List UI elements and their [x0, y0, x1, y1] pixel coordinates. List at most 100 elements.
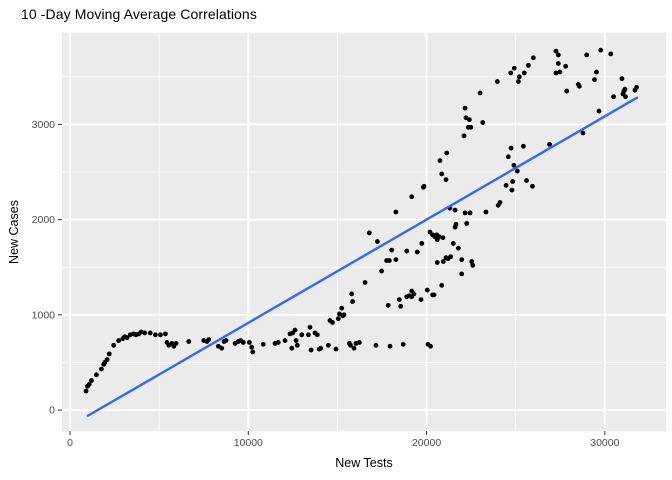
plot-panel	[62, 33, 666, 431]
data-point	[275, 340, 281, 345]
data-point	[153, 332, 158, 338]
data-point	[163, 331, 168, 337]
data-point	[260, 341, 266, 347]
data-point	[318, 345, 324, 351]
data-point	[393, 209, 399, 215]
data-point	[514, 168, 520, 174]
data-point	[547, 142, 552, 147]
data-point	[158, 332, 163, 338]
data-point	[584, 52, 590, 58]
data-point	[206, 337, 212, 342]
data-point	[462, 105, 468, 111]
data-point	[386, 258, 392, 263]
data-point	[480, 120, 486, 125]
data-point	[444, 150, 450, 156]
data-point	[608, 51, 614, 57]
data-point	[525, 62, 531, 68]
data-point	[173, 341, 179, 346]
data-point	[511, 65, 517, 71]
data-point	[466, 117, 472, 123]
data-point	[448, 254, 454, 260]
data-point	[440, 235, 446, 241]
data-point	[98, 366, 104, 372]
data-point	[459, 257, 465, 263]
data-point	[104, 357, 110, 362]
data-point	[246, 340, 252, 345]
data-point	[464, 221, 470, 226]
data-point	[467, 210, 473, 216]
data-point	[530, 55, 536, 61]
data-point	[508, 70, 514, 76]
data-point	[339, 305, 345, 311]
data-point	[509, 187, 515, 193]
data-point	[431, 292, 437, 298]
data-point	[477, 90, 483, 96]
data-point	[240, 340, 246, 345]
data-point	[510, 179, 516, 184]
data-point	[450, 241, 456, 246]
data-point	[250, 349, 256, 355]
data-point	[530, 183, 535, 189]
data-point	[557, 69, 563, 75]
data-point	[379, 268, 385, 274]
data-point	[249, 344, 255, 350]
data-point	[452, 207, 458, 213]
data-point	[314, 332, 320, 338]
data-point	[634, 84, 639, 90]
data-point	[553, 48, 559, 54]
data-point	[307, 324, 313, 330]
data-point	[443, 177, 449, 183]
data-point	[147, 330, 153, 336]
data-point	[348, 342, 353, 348]
data-point	[437, 158, 443, 163]
x-tick-label: 20000	[412, 437, 441, 449]
data-point	[516, 74, 522, 80]
data-point	[414, 249, 420, 255]
data-point	[116, 338, 122, 343]
data-point	[592, 77, 597, 83]
data-point	[350, 299, 355, 304]
data-point	[83, 388, 89, 394]
data-point	[505, 154, 511, 160]
data-point	[436, 234, 442, 240]
data-point	[623, 94, 628, 100]
data-point	[374, 239, 380, 244]
data-point	[294, 342, 300, 348]
x-axis-title: New Tests	[335, 456, 393, 470]
data-point	[455, 245, 461, 251]
data-point	[494, 79, 500, 84]
data-point	[362, 280, 368, 285]
data-point	[521, 70, 527, 76]
y-tick-label: 2000	[32, 214, 56, 226]
data-point	[611, 94, 616, 100]
data-point	[470, 262, 476, 268]
data-point	[564, 88, 570, 94]
data-point	[293, 338, 299, 343]
data-point	[308, 347, 314, 353]
data-point	[186, 339, 192, 344]
data-point	[576, 83, 582, 89]
data-point	[483, 209, 489, 215]
data-point	[333, 346, 339, 352]
data-point	[555, 52, 561, 58]
data-point	[373, 342, 379, 348]
data-point	[563, 63, 569, 69]
data-point	[439, 282, 445, 288]
data-point	[94, 372, 99, 378]
data-point	[86, 381, 92, 387]
data-point	[515, 79, 521, 84]
data-point	[503, 182, 509, 188]
data-point	[411, 291, 417, 297]
data-point	[622, 86, 628, 92]
data-point	[553, 70, 559, 76]
data-point	[387, 343, 393, 349]
x-tick-label: 0	[67, 437, 73, 449]
data-point	[325, 342, 331, 348]
data-point	[428, 343, 433, 349]
data-point	[282, 338, 288, 343]
data-point	[520, 143, 526, 149]
data-point	[462, 210, 468, 216]
x-tick-label: 30000	[590, 437, 619, 449]
